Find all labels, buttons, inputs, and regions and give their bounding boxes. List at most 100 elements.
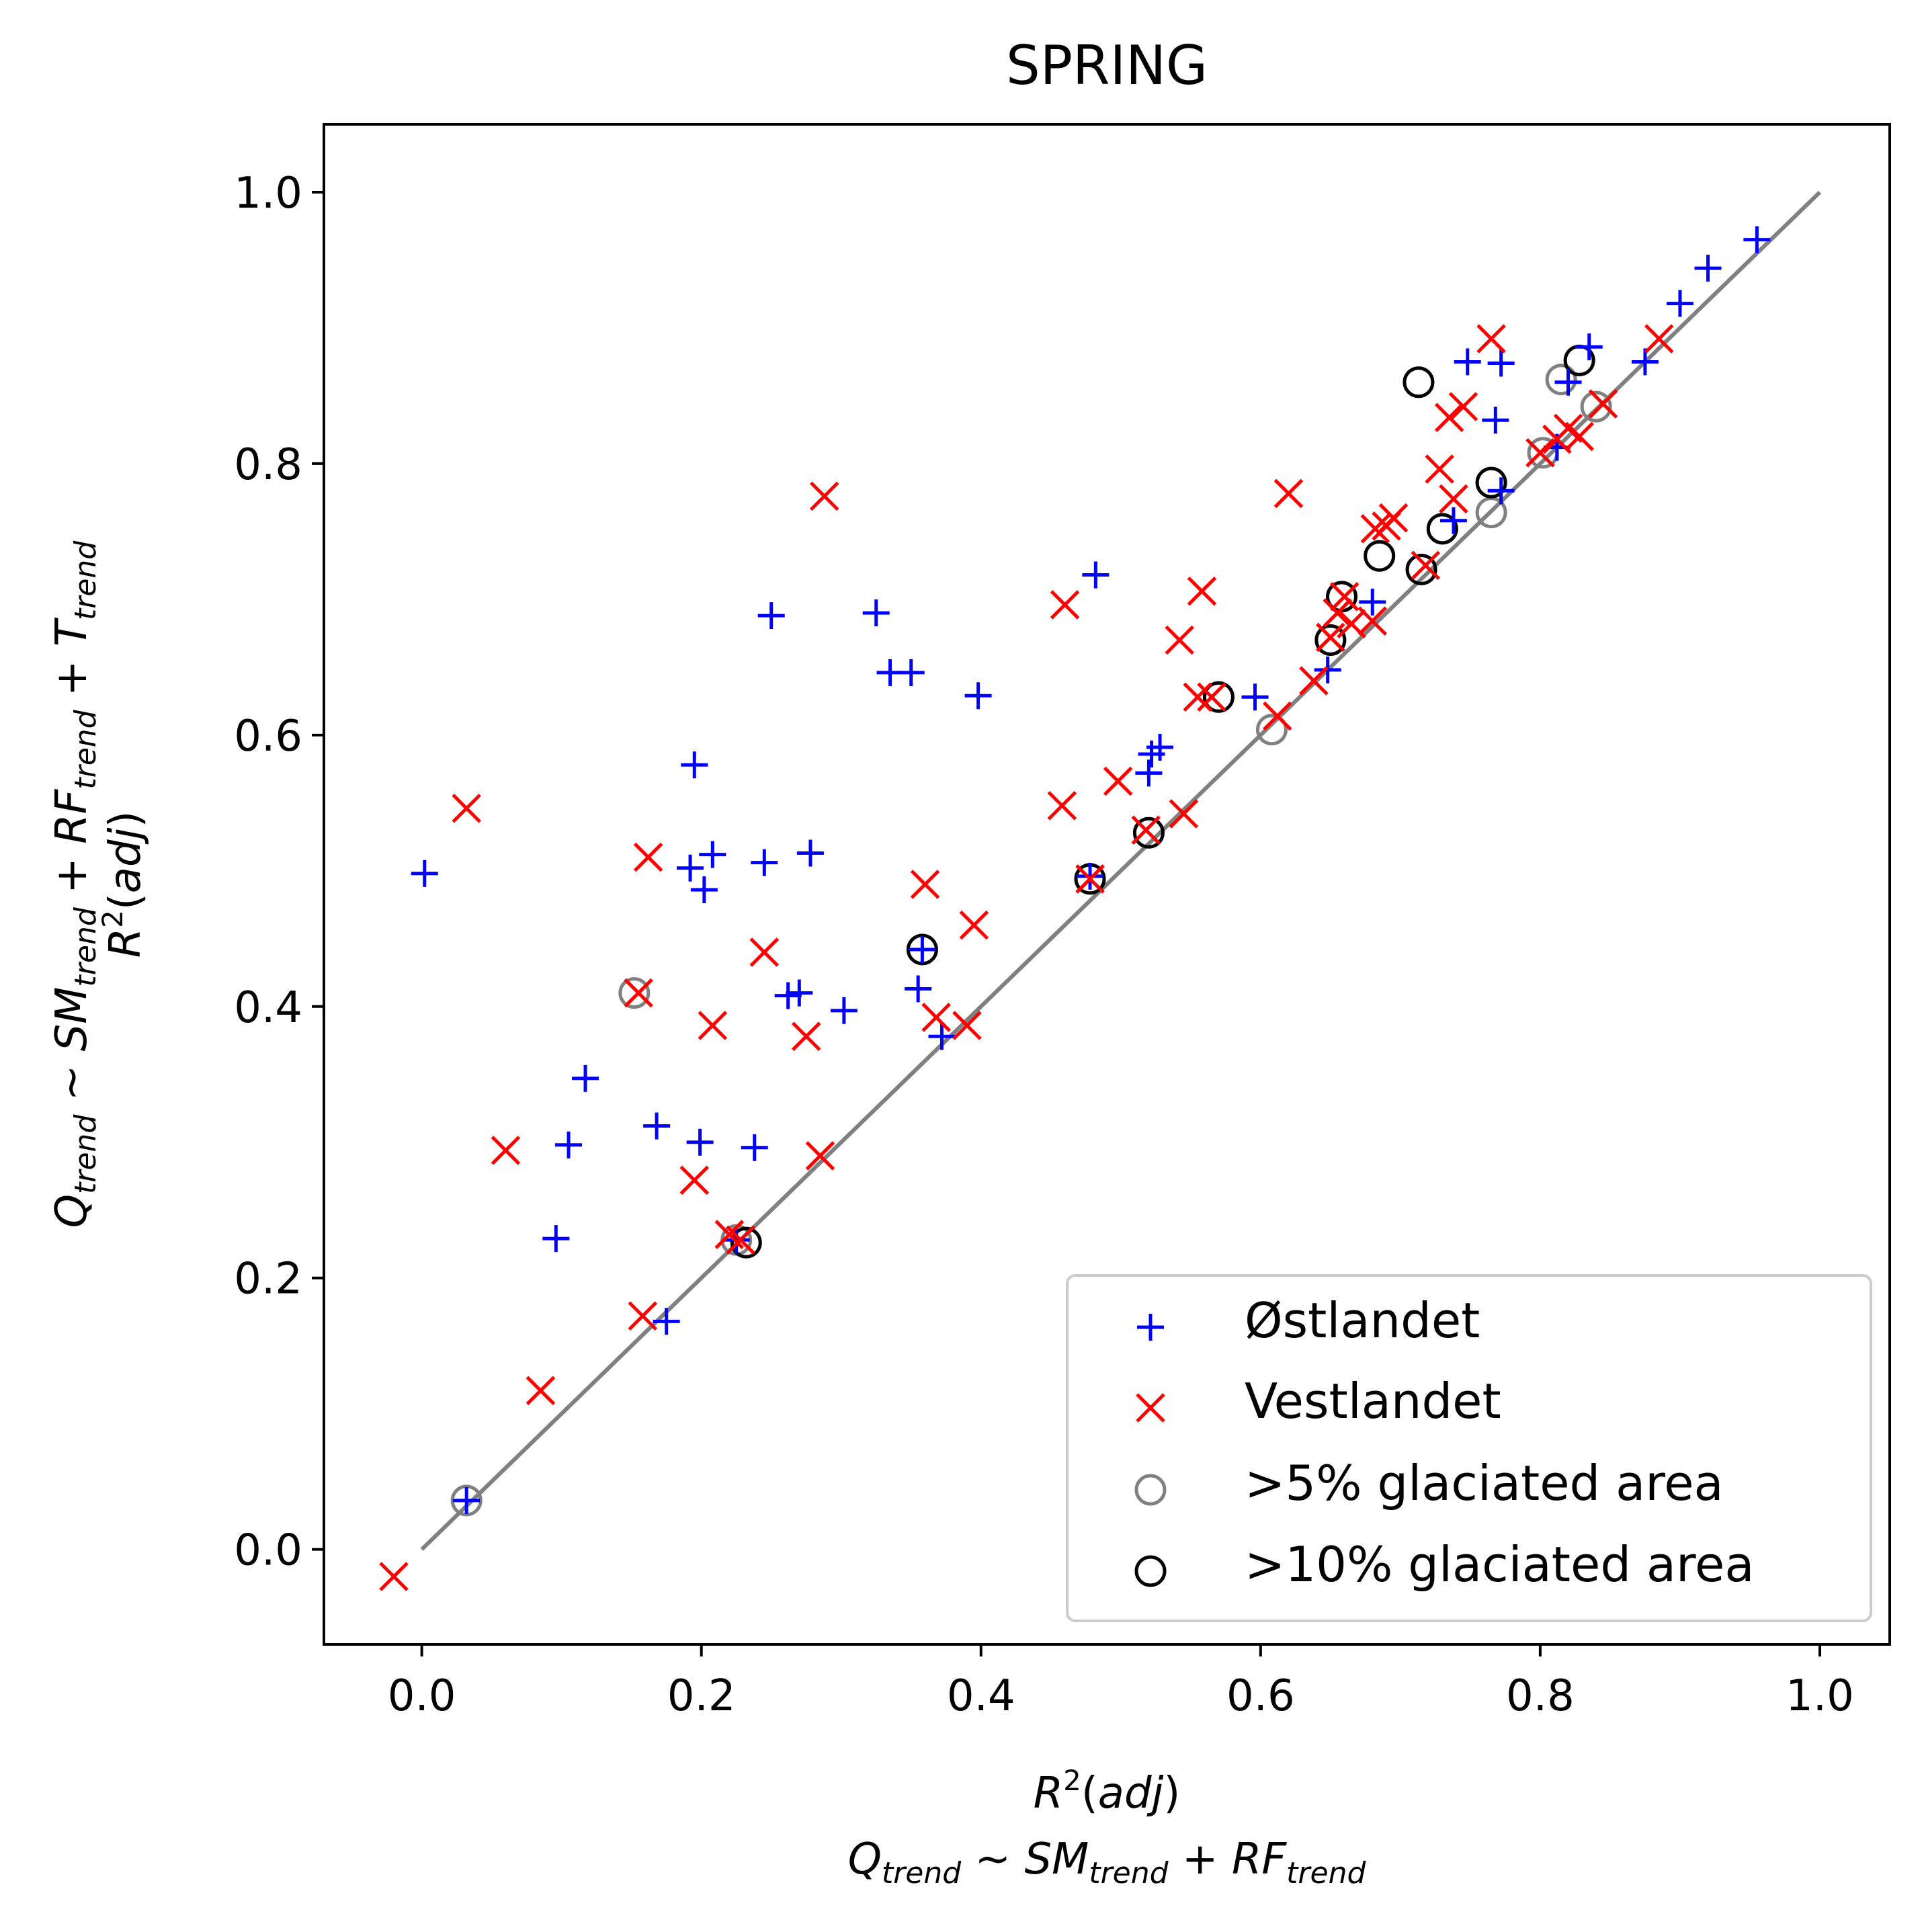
data-point-x — [379, 1562, 409, 1591]
data-point-plus — [453, 1486, 480, 1514]
data-point-circle-ring — [1132, 816, 1165, 849]
data-point-x — [1183, 682, 1212, 712]
data-point-plus — [1487, 349, 1515, 377]
data-point-x — [1263, 701, 1292, 731]
x-tick-label: 0.8 — [1506, 1671, 1575, 1721]
data-point-x-d2 — [749, 937, 780, 967]
data-point-x-d2 — [810, 481, 839, 511]
data-point-x — [698, 1011, 728, 1040]
data-point-x-d2 — [1425, 454, 1454, 484]
data-point-x-d2 — [1564, 421, 1594, 452]
y-tick-label: 0.4 — [234, 983, 302, 1033]
data-point-circle — [1580, 390, 1612, 423]
data-point-circle-ring — [1202, 681, 1235, 713]
data-point-x — [452, 794, 481, 823]
data-point-x — [952, 1011, 982, 1040]
data-point-circle — [1364, 540, 1396, 572]
y-tick-label: 0.2 — [234, 1255, 302, 1304]
data-point-plus — [1554, 368, 1582, 396]
data-point-plus — [542, 1225, 570, 1253]
data-point-plus — [572, 1064, 599, 1092]
data-point-x — [1378, 503, 1409, 533]
data-point-x-d2 — [1183, 682, 1212, 712]
data-point-circle — [730, 1226, 762, 1259]
data-point-x-d2 — [679, 1165, 710, 1195]
data-point-x-d2 — [1357, 606, 1388, 636]
data-point-plus — [1694, 255, 1722, 282]
data-point-plus — [1666, 290, 1693, 317]
data-point-circle — [618, 977, 651, 1009]
data-point-x — [959, 910, 989, 940]
data-point-circle-ring — [906, 933, 938, 966]
data-point-circle — [1545, 364, 1577, 396]
data-point-plus — [1359, 588, 1386, 616]
data-point-circle — [450, 1484, 483, 1517]
data-point-x — [1197, 682, 1226, 712]
data-point-plus — [830, 997, 858, 1024]
data-point-circle-ring — [618, 977, 651, 1009]
legend-marker-x — [1136, 1393, 1165, 1423]
data-point-x — [1131, 815, 1161, 845]
data-point-x-d2 — [379, 1562, 409, 1591]
data-point-circle-ring — [1364, 540, 1396, 572]
data-point-x-d2 — [1476, 324, 1506, 353]
data-point-x — [1588, 389, 1618, 419]
data-point-circle — [1426, 513, 1458, 545]
legend-marker-ostlandet — [1137, 1314, 1164, 1341]
data-point-x — [791, 1021, 821, 1051]
legend-marker-circle-ring — [1134, 1474, 1167, 1506]
data-point-circle — [1314, 624, 1347, 656]
data-point-plus — [1135, 759, 1163, 787]
data-point-x-d2 — [1187, 576, 1217, 606]
data-point-x — [1103, 766, 1133, 796]
data-point-plus — [690, 876, 718, 904]
data-point-x — [1425, 454, 1454, 484]
data-point-circle-ring — [1580, 390, 1612, 423]
data-point-plus — [786, 979, 813, 1007]
data-point-plus — [741, 1134, 768, 1161]
data-point-plus — [1631, 348, 1659, 376]
x-tick-label: 0.6 — [1226, 1671, 1295, 1721]
data-point-circle-ring — [1314, 624, 1347, 656]
data-point-x — [1360, 514, 1390, 544]
data-point-x-d2 — [1047, 791, 1077, 821]
data-point-x-d2 — [726, 1225, 755, 1255]
data-point-circle-ring — [1426, 513, 1458, 545]
plot-area — [379, 190, 1822, 1591]
data-point-plus — [774, 982, 802, 1009]
data-point-plus — [1082, 561, 1110, 589]
data-point-plus — [751, 849, 778, 876]
legend-marker-x-d2 — [1136, 1393, 1165, 1423]
data-point-circle-ring — [1403, 366, 1435, 398]
legend-marker-circle — [1134, 1474, 1167, 1506]
data-point-plus — [643, 1112, 671, 1140]
data-point-x — [1476, 324, 1506, 353]
x-tick-label: 1.0 — [1786, 1671, 1854, 1721]
x-axis-label-line-1: R2(adj) — [1034, 1764, 1181, 1818]
data-point-plus — [699, 841, 726, 868]
data-point-circle — [906, 933, 938, 966]
data-point-x-d2 — [1169, 799, 1199, 829]
data-point-x — [624, 978, 653, 1008]
x-tick-label: 0.4 — [947, 1671, 1015, 1721]
data-point-plus — [411, 859, 438, 887]
y-tick-label: 0.6 — [234, 712, 302, 761]
data-point-x — [1050, 590, 1080, 620]
data-point-plus — [1314, 656, 1341, 683]
plot-frame — [323, 123, 1891, 1646]
data-point-circle-ring — [1545, 364, 1577, 396]
data-point-plus — [862, 599, 890, 627]
data-point-plus — [555, 1131, 583, 1159]
data-point-x — [810, 481, 839, 511]
data-point-x-d2 — [921, 1003, 951, 1032]
data-point-plus — [928, 1023, 956, 1050]
data-point-x-d2 — [1323, 598, 1353, 628]
data-point-plus — [1743, 226, 1771, 253]
legend-label-glaciated-10: >10% glaciated area — [1245, 1536, 1754, 1593]
data-point-x — [1525, 437, 1555, 468]
data-point-x — [679, 1165, 710, 1195]
data-point-x — [628, 1301, 658, 1331]
legend: Østlandet Vestlandet >5% glaciated area … — [1066, 1274, 1872, 1622]
data-point-x-d2 — [1316, 622, 1345, 653]
data-point-x-d2 — [1588, 389, 1618, 419]
